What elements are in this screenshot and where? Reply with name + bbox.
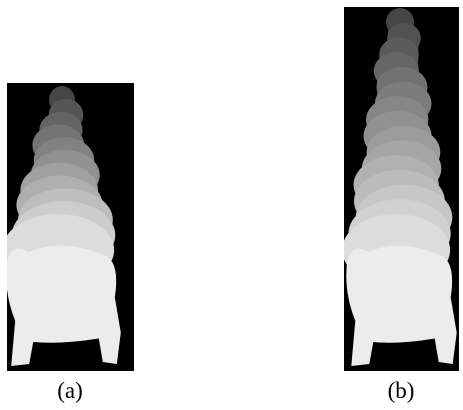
page: (a) (b) (() => { const data = JSON.parse… <box>0 0 463 410</box>
figure: (a) (b) <box>0 0 463 410</box>
caption: (a) <box>57 378 83 403</box>
caption: (b) <box>388 378 415 403</box>
